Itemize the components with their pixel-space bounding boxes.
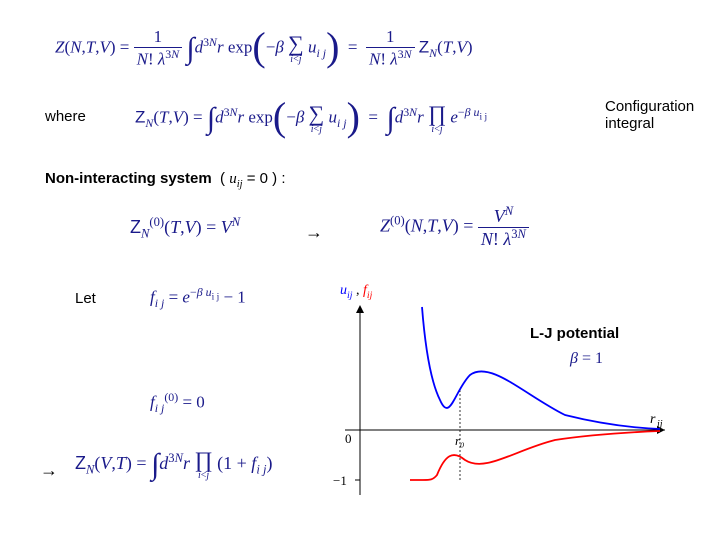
eq-ZN: ZN(T,V) = ∫d3Nr exp(−β ∑i<j ui j) = ∫d3N… <box>135 95 487 142</box>
eq-ZN-expansion: ZN(V,T) = ∫d3Nr ∏i<j (1 + fi j) <box>75 448 272 482</box>
arrow-1: → <box>305 222 323 243</box>
eq-ZN0: ZN(0)(T,V) = VN <box>130 215 240 242</box>
label-let: Let <box>75 290 96 307</box>
eq-fij-def: fi j = e−β ui j − 1 <box>150 285 246 311</box>
label-noninteracting: Non-interacting system ( uij = 0 ) : <box>45 170 286 190</box>
eq-Z-full: Z(N,T,V) = 1N! λ3N ∫d3Nr exp(−β ∑i<j ui … <box>55 25 473 72</box>
tick-m1: −1 <box>333 473 347 488</box>
label-config-integral: Configuration integral <box>605 98 715 132</box>
curve-f <box>410 431 660 480</box>
x-axis-label: r <box>650 412 656 427</box>
r0-label: r₀ <box>455 433 465 448</box>
tick-0: 0 <box>345 431 352 446</box>
den: N! λ3N <box>134 48 183 69</box>
eq-fij0: fi j(0) = 0 <box>150 390 205 416</box>
arrow-2: → <box>40 460 58 481</box>
label-where: where <box>45 108 86 125</box>
eq-Z0-full: Z(0)(N,T,V) = VNN! λ3N <box>380 205 529 250</box>
num: 1 <box>134 28 183 48</box>
lj-plot: 0 −1 r₀ r ij <box>305 295 685 525</box>
curve-u <box>422 307 660 429</box>
